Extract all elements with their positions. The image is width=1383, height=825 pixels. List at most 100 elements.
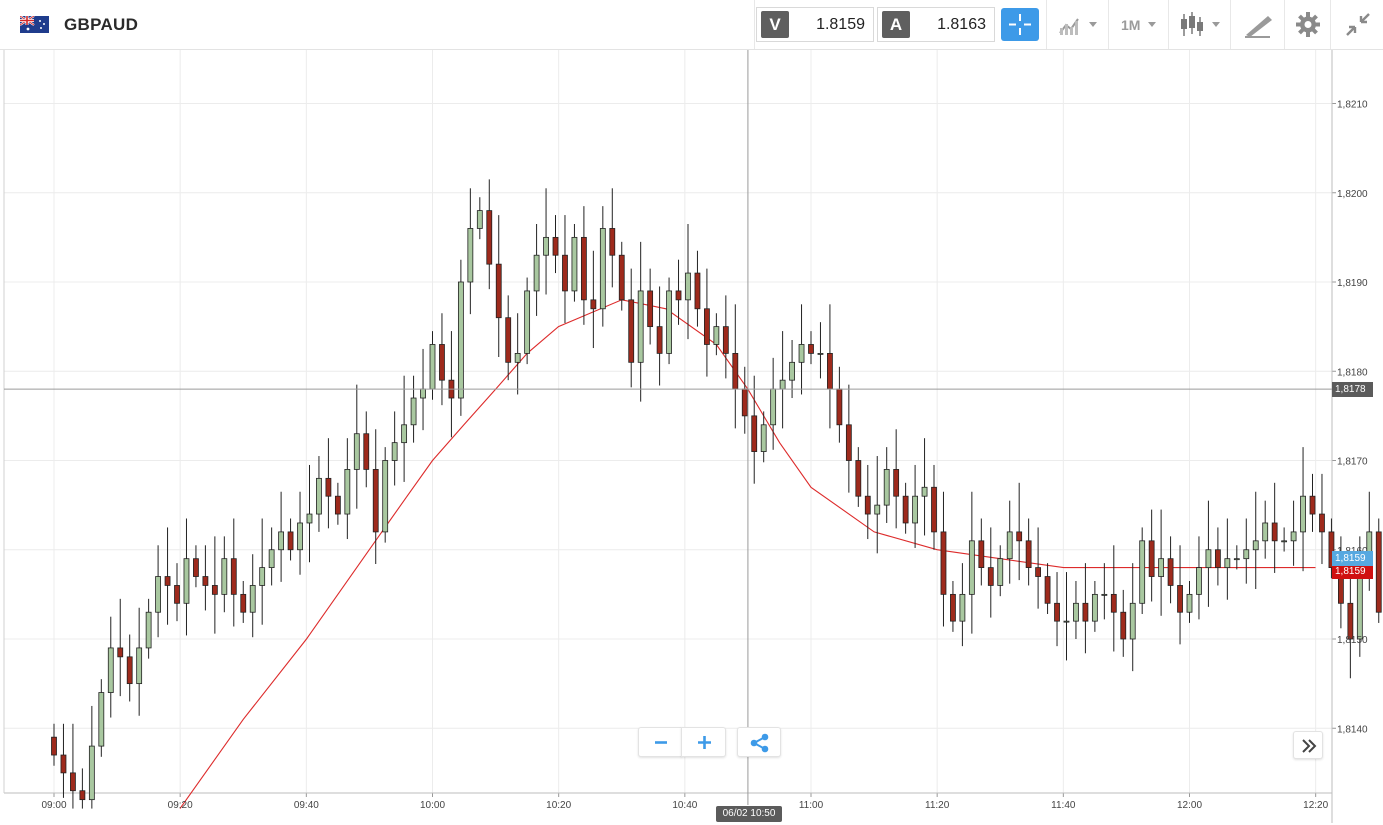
candle-body (1129, 602, 1136, 640)
candle-body (164, 576, 171, 586)
candle-body (987, 567, 994, 586)
candle-body (126, 656, 133, 685)
candlestick (51, 723, 57, 766)
candlestick (741, 366, 748, 434)
candlestick (505, 295, 512, 381)
candle-body (1186, 593, 1193, 613)
candle-body (240, 593, 247, 613)
candlestick (249, 554, 256, 638)
candlestick (543, 188, 549, 295)
candle-body (382, 460, 389, 533)
candle-body (1063, 620, 1070, 623)
candle-body (1091, 593, 1098, 622)
candle-body (278, 531, 285, 551)
chart-type-button[interactable] (1056, 8, 1104, 41)
chart-type-icon (1059, 18, 1097, 35)
candlestick (230, 518, 237, 627)
candlestick (410, 375, 417, 443)
candlestick (372, 429, 379, 565)
candlestick (325, 438, 332, 529)
candlestick (1082, 563, 1089, 654)
candlestick (107, 616, 114, 718)
candle-body (543, 236, 549, 256)
zoom-in-button[interactable] (681, 727, 726, 757)
candlestick (760, 411, 767, 463)
scroll-to-end-button[interactable] (1293, 731, 1323, 759)
candlestick (514, 313, 521, 395)
candle-body (1148, 540, 1155, 577)
candlestick (1196, 536, 1202, 620)
candlestick (590, 250, 597, 349)
candle-body (562, 254, 568, 292)
candlestick (164, 527, 171, 625)
zoom-out-button[interactable] (638, 727, 682, 757)
crosshair-price-label: 1,8178 (1332, 382, 1373, 397)
candlestick (1073, 580, 1079, 639)
candle-body (107, 647, 114, 693)
candlestick (685, 223, 691, 340)
sell-price-button[interactable]: V 1.8159 (756, 7, 874, 42)
candle-body (505, 317, 512, 363)
candlestick (467, 188, 474, 315)
candlestick (495, 215, 502, 357)
candlestick (1120, 589, 1127, 657)
candle-body (959, 593, 966, 622)
candle-body (921, 486, 928, 497)
ask-price-tag: 1,8159 (1332, 564, 1373, 579)
candle-body (476, 210, 483, 229)
collapse-button[interactable] (1340, 8, 1376, 41)
candlestick (978, 518, 985, 586)
candlestick (1233, 545, 1240, 570)
candlestick (581, 206, 587, 325)
minus-icon (655, 741, 667, 744)
candlestick (647, 268, 654, 345)
share-button[interactable] (737, 727, 781, 757)
candlestick (618, 241, 625, 311)
settings-button[interactable] (1292, 8, 1324, 41)
candle-body (1271, 522, 1278, 542)
candle-body (1319, 513, 1325, 533)
candlestick (1328, 518, 1335, 579)
candle-body (524, 290, 531, 354)
candlestick (1375, 518, 1382, 623)
candle-body (410, 397, 417, 426)
candle-body (1281, 540, 1288, 543)
candlestick-button[interactable] (1176, 8, 1226, 41)
collapse-icon (1346, 13, 1370, 36)
timeframe-button[interactable]: 1M (1112, 8, 1164, 41)
candle-body (1035, 567, 1041, 577)
candle-body (817, 352, 824, 355)
candlestick (874, 456, 881, 554)
candle-body (287, 531, 294, 551)
moving-average-line (179, 299, 1316, 809)
candle-body (1252, 540, 1259, 551)
candle-body (1309, 495, 1316, 515)
candle-body (344, 469, 351, 515)
candle-body (420, 388, 426, 399)
candle-body (1177, 585, 1183, 613)
candlestick (722, 295, 729, 379)
candle-body (457, 281, 464, 399)
candle-body (722, 326, 729, 354)
candle-body (79, 790, 86, 801)
candle-body (202, 576, 209, 586)
x-tick-label: 09:40 (294, 800, 319, 811)
crosshair-button[interactable] (1001, 8, 1039, 41)
candle-body (978, 540, 985, 569)
candle-body (136, 647, 143, 685)
candlestick (363, 411, 370, 488)
candlestick (1025, 518, 1032, 586)
toolbar-divider (1168, 0, 1169, 49)
buy-price-button[interactable]: A 1.8163 (877, 7, 995, 42)
candle-body (694, 272, 701, 310)
price-chart[interactable]: 1,81401,81501,81601,81701,81801,81901,82… (0, 50, 1383, 825)
candle-body (174, 585, 180, 604)
draw-tools-button[interactable] (1240, 8, 1280, 41)
candlestick (912, 464, 918, 548)
candlestick (60, 723, 67, 798)
candlestick (240, 580, 247, 623)
candlestick (401, 375, 408, 482)
candle-body (647, 290, 654, 328)
candle-body (70, 772, 76, 792)
candle-body (467, 228, 474, 283)
